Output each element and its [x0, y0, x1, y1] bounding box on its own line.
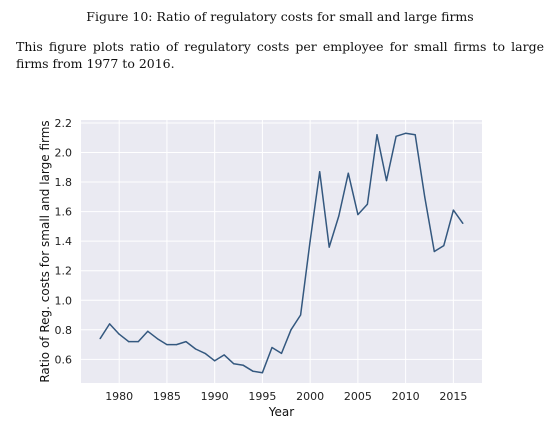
data-point: [223, 354, 225, 356]
data-point: [357, 213, 359, 216]
data-point: [204, 352, 206, 355]
y-tick-label: 1.0: [55, 294, 73, 307]
data-point: [185, 341, 187, 343]
data-point: [128, 341, 130, 343]
data-point: [395, 135, 397, 137]
data-point: [242, 364, 244, 366]
data-point: [443, 244, 445, 247]
y-tick-label: 1.6: [55, 206, 73, 219]
data-point: [424, 196, 426, 198]
x-tick-label: 2015: [439, 390, 467, 403]
data-point: [271, 346, 273, 349]
x-tick-label: 1980: [105, 390, 133, 403]
x-tick-label: 1990: [201, 390, 229, 403]
figure-caption: Figure 10: Ratio of regulatory costs for…: [86, 9, 474, 24]
x-tick-labels: 1980 1985 1990 1995 2000 2005 2010 2015: [105, 390, 467, 403]
y-axis-title: Ratio of Reg. costs for small and large …: [38, 120, 52, 382]
x-tick-label: 2000: [296, 390, 324, 403]
data-point: [175, 343, 178, 346]
figure-description: This figure plots ratio of regulatory co…: [16, 39, 544, 71]
data-point: [338, 215, 340, 217]
data-point: [233, 363, 235, 365]
data-point: [214, 360, 216, 362]
y-tick-label: 2.2: [55, 117, 73, 130]
data-point: [376, 134, 378, 136]
data-point: [452, 209, 454, 211]
x-tick-label: 2010: [392, 390, 420, 403]
x-tick-label: 1985: [153, 390, 181, 403]
data-point: [366, 203, 369, 205]
series-layer: [99, 132, 464, 374]
data-point: [433, 250, 435, 253]
data-point: [166, 343, 168, 346]
y-tick-label: 0.8: [55, 324, 73, 337]
data-point: [405, 132, 407, 134]
data-point: [299, 314, 302, 316]
data-point: [99, 338, 101, 340]
y-tick-label: 0.6: [55, 353, 73, 366]
grid: [81, 120, 482, 383]
data-point: [156, 338, 158, 340]
y-tick-label: 1.2: [55, 265, 73, 278]
data-point: [147, 330, 149, 332]
data-point: [261, 372, 264, 374]
data-point: [414, 134, 416, 136]
data-point: [280, 352, 283, 355]
data-point: [290, 329, 292, 331]
data-point: [385, 179, 388, 182]
data-point: [347, 172, 349, 174]
y-tick-label: 1.8: [55, 176, 73, 189]
data-point: [319, 171, 321, 173]
data-point: [118, 333, 120, 335]
data-point: [194, 348, 197, 350]
data-point: [137, 341, 139, 343]
y-tick-labels: 0.6 0.8 1.0 1.2 1.4 1.6 1.8 2.0 2.2: [55, 117, 73, 366]
x-tick-label: 2005: [344, 390, 372, 403]
y-tick-label: 2.0: [55, 147, 73, 160]
data-point: [309, 240, 311, 242]
data-point: [462, 222, 464, 225]
x-axis-title: Year: [268, 405, 294, 419]
plot-area: [81, 120, 482, 383]
data-point: [109, 323, 111, 325]
x-tick-label: 1995: [248, 390, 276, 403]
data-point: [328, 246, 330, 248]
data-point: [252, 370, 254, 372]
y-tick-label: 1.4: [55, 235, 73, 248]
